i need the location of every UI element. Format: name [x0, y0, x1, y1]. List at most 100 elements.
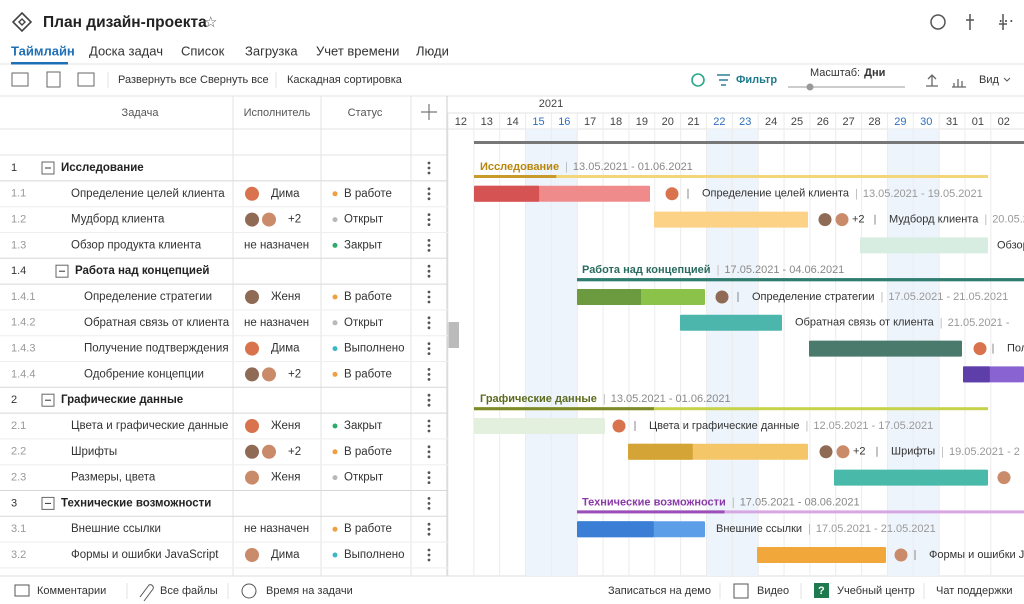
menu-dot: [427, 419, 431, 423]
task-progress: [963, 366, 990, 383]
tab[interactable]: Таймлайн: [11, 43, 75, 58]
task-progress: [577, 521, 654, 538]
footer-link[interactable]: Время на задачи: [266, 585, 353, 597]
menu-dot: [427, 187, 431, 191]
group-bar: [577, 510, 1024, 514]
filter[interactable]: Фильтр: [736, 74, 777, 86]
task-name[interactable]: Шрифты: [71, 446, 117, 458]
avatar: [262, 212, 276, 227]
bar-label: Обратная связь от клиента | 21.05.2021 -: [795, 317, 1010, 329]
bar-dates: 17.05.2021 - 21.05.2021: [888, 291, 1008, 303]
status-dot: [332, 346, 338, 352]
bar-label: Технические возможности | 17.05.2021 - 08.…: [582, 496, 860, 508]
tab[interactable]: Список: [181, 43, 225, 58]
task-name[interactable]: Графические данные: [61, 394, 183, 406]
menu-dot: [427, 244, 431, 247]
button[interactable]: Свернуть все: [200, 74, 269, 86]
status: В работе: [344, 523, 392, 535]
svg-text:?: ?: [818, 585, 825, 597]
menu-dot: [427, 218, 431, 222]
avatar: [245, 186, 259, 201]
task-name[interactable]: Технические возможности: [61, 497, 211, 509]
menu-dot: [427, 527, 431, 531]
separator: |: [855, 188, 858, 200]
task-name[interactable]: Работа над концепцией: [75, 265, 209, 277]
day: 12: [455, 116, 467, 128]
menu-dot: [427, 481, 431, 484]
menu-dot: [427, 166, 431, 170]
menu-dot: [427, 347, 431, 350]
footer-link[interactable]: Учебный центр: [837, 585, 915, 597]
menu-dot: [427, 223, 431, 227]
weekend-shade: [732, 129, 759, 576]
tab[interactable]: Доска задач: [89, 43, 163, 58]
task-name[interactable]: Мудборд клиента: [71, 214, 165, 226]
button[interactable]: Каскадная сортировка: [287, 74, 403, 86]
view[interactable]: Вид: [979, 74, 999, 86]
tab[interactable]: Люди: [416, 43, 449, 58]
footer-link[interactable]: Все файлы: [160, 585, 218, 597]
menu-dot: [427, 476, 431, 479]
menu-dot: [427, 352, 431, 355]
status-dot: [332, 475, 338, 481]
weekend-shade: [525, 129, 552, 576]
avatar: [262, 444, 276, 459]
tab[interactable]: Учет времени: [316, 43, 399, 58]
bar-label: Обзор: [997, 239, 1024, 251]
task-progress: [577, 289, 641, 305]
task-name[interactable]: Получение подтверждения: [84, 343, 229, 355]
task-name[interactable]: Обратная связь от клиента: [84, 317, 230, 329]
task-name[interactable]: Формы и ошибки JavaScript: [71, 549, 219, 561]
separator: |: [808, 523, 811, 535]
day: 13: [481, 116, 493, 128]
assignee: Дима: [271, 188, 300, 200]
footer-link[interactable]: Чат поддержки: [936, 585, 1013, 597]
day: 22: [713, 116, 725, 128]
status-dot: [332, 217, 338, 223]
avatar: [245, 470, 259, 485]
bar-label: Графические данные | 13.05.2021 - 01.06.20…: [480, 393, 731, 405]
status: Закрыт: [344, 239, 383, 251]
scale-value: Дни: [864, 67, 885, 79]
task-name[interactable]: Исследование: [61, 162, 144, 174]
day: 24: [765, 116, 777, 128]
footer-link[interactable]: Записаться на демо: [608, 585, 711, 597]
menu-dot: [427, 553, 431, 557]
content: План дизайн-проекта Таймлайн Доска задач Сп…: [0, 14, 1024, 597]
task-progress: [474, 185, 540, 202]
task-name[interactable]: Одобрение концепции: [84, 368, 204, 380]
status: Закрыт: [344, 420, 383, 432]
svg-text:⋯: ⋯: [998, 13, 1014, 30]
task-bar: [757, 547, 886, 563]
bar-label: Цвета и графические данные | 12.05.2021 - …: [649, 420, 933, 432]
footer-link[interactable]: Комментарии: [37, 585, 106, 597]
button[interactable]: Развернуть все: [118, 74, 197, 86]
status: Выполнено: [344, 343, 405, 355]
bar-dates: 21.05.2021 -: [948, 317, 1010, 329]
menu-dot: [427, 548, 431, 552]
day: 20: [662, 116, 674, 128]
row-number: 1: [11, 162, 17, 174]
status: В работе: [344, 291, 392, 303]
menu-dot: [427, 532, 431, 536]
task-name[interactable]: Внешние ссылки: [71, 523, 161, 535]
status: В работе: [344, 368, 392, 380]
bar-avatar: [818, 213, 832, 227]
menu-dot: [427, 295, 431, 299]
task-name[interactable]: Цвета и графические данные: [71, 420, 228, 432]
task-name[interactable]: Определение стратегии: [84, 291, 212, 303]
assignee: Женя: [271, 420, 300, 432]
bar-label: Мудборд клиента|20.05.2021: [889, 214, 1024, 226]
separator: |: [603, 393, 606, 405]
tab[interactable]: Загрузка: [245, 43, 298, 58]
menu-dot: [427, 161, 431, 165]
gantt: [447, 112, 1024, 576]
footer-link[interactable]: Видео: [757, 585, 789, 597]
status-dot: [332, 552, 338, 558]
task-name[interactable]: Обзор продукта клиента: [71, 239, 202, 251]
task-name[interactable]: Определение целей клиента: [71, 188, 225, 200]
task-bar: [809, 340, 962, 357]
menu-dot: [427, 378, 431, 381]
task-name[interactable]: Размеры, цвета: [71, 472, 156, 484]
